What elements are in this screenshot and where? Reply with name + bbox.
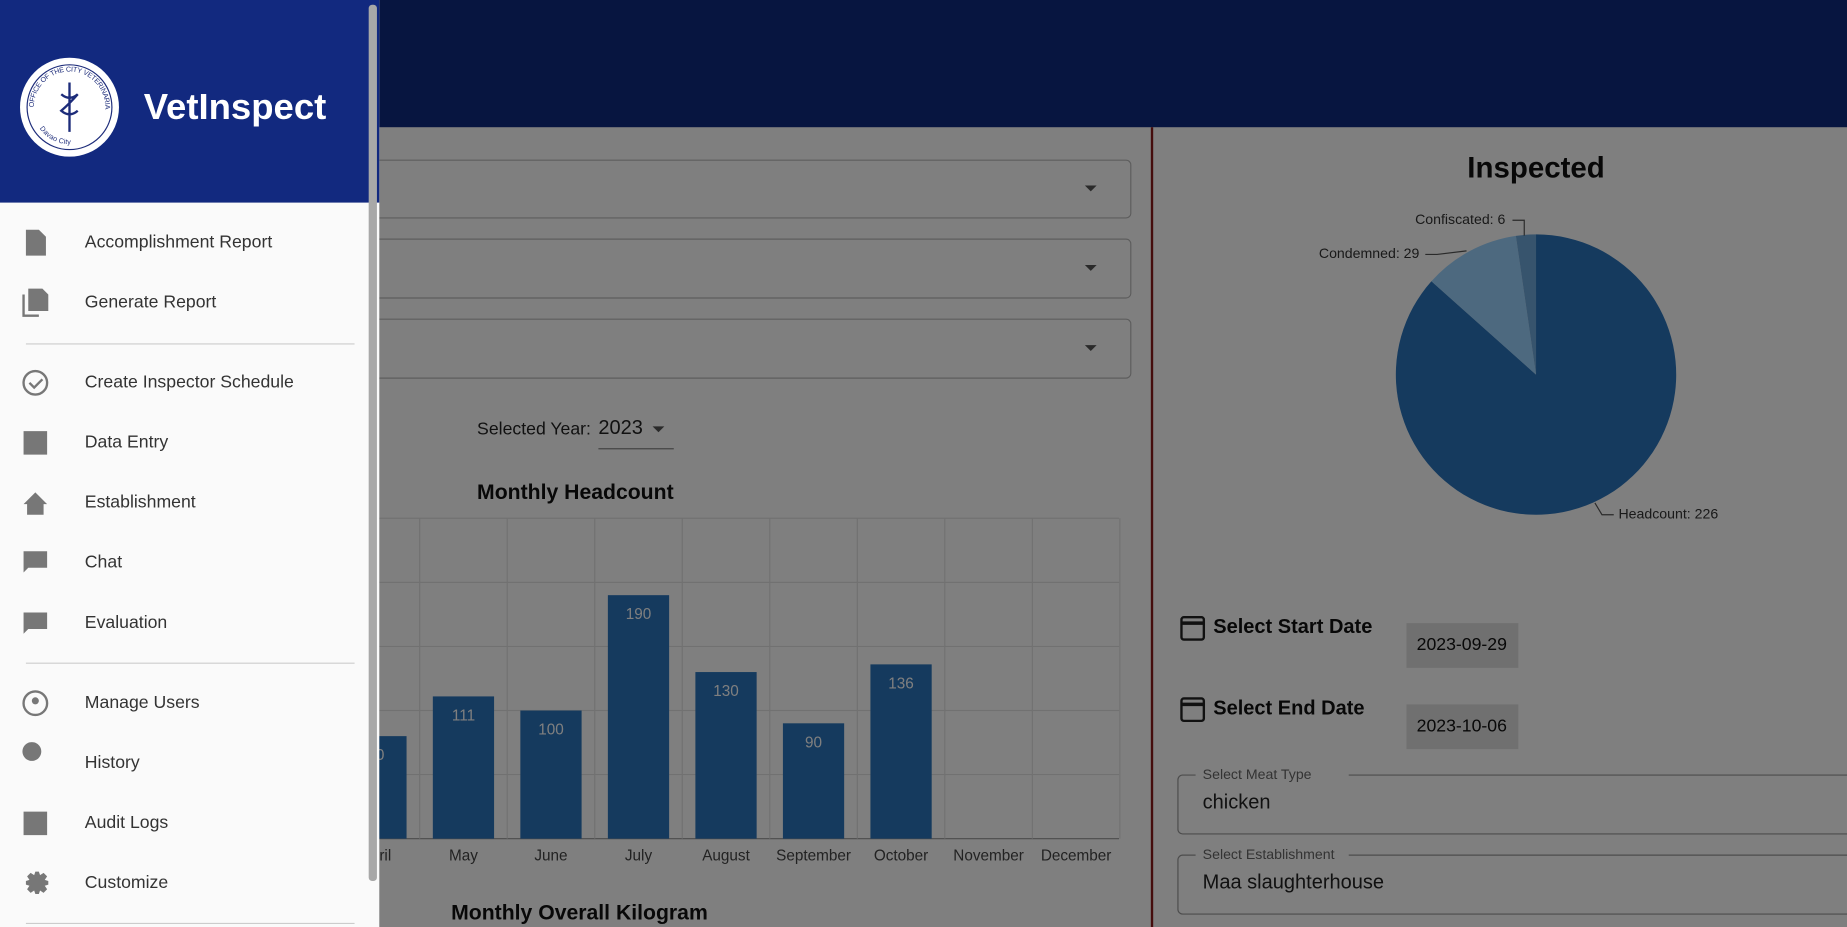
menu-label: Audit Logs [85,812,169,832]
icon-shape [23,551,48,573]
icon-circle [22,690,49,717]
icon-shape [23,431,48,455]
icon-shape [22,742,42,761]
menu-label: Customize [85,872,169,892]
menu-item[interactable] [0,734,365,793]
icon-circle [22,369,49,396]
menu-label: History [85,752,140,772]
menu-item[interactable] [0,854,365,913]
icon-shape [22,288,49,317]
menu-label: Manage Users [85,692,200,712]
icon-shape [23,492,48,515]
logo-ring [26,64,113,151]
menu-icon [25,871,49,895]
menu-icon [22,742,42,761]
menu-label: Evaluation [85,612,167,632]
menu-label: Generate Report [85,291,217,311]
menu-item[interactable] [0,594,365,653]
menu-label: Chat [85,552,122,572]
menu-item[interactable] [0,413,365,472]
menu-icon [23,551,48,573]
menu-icon [23,492,48,515]
logo-caduceus [59,82,79,132]
menu-label: Establishment [85,492,196,512]
icon-shape [25,871,49,895]
menu-item[interactable] [0,534,365,593]
menu-icon [23,612,48,634]
menu-label: Create Inspector Schedule [85,371,294,391]
icon-check [28,378,44,390]
icon-shape [25,229,46,256]
menu-item[interactable] [0,794,365,853]
icon-shape [23,612,48,634]
menu-label: Data Entry [85,432,169,452]
menu-icon [23,811,48,836]
brand: VetInspect [144,86,327,127]
scrollbar-thumb [368,4,377,882]
menu-label: Accomplishment Report [85,231,273,251]
menu-icon [25,229,46,256]
menu-icon [22,288,49,317]
menu-icon [22,690,49,717]
icon-shape [23,811,48,836]
menu-icon [23,431,48,455]
menu-icon [22,369,49,396]
icon-dot [31,697,39,705]
